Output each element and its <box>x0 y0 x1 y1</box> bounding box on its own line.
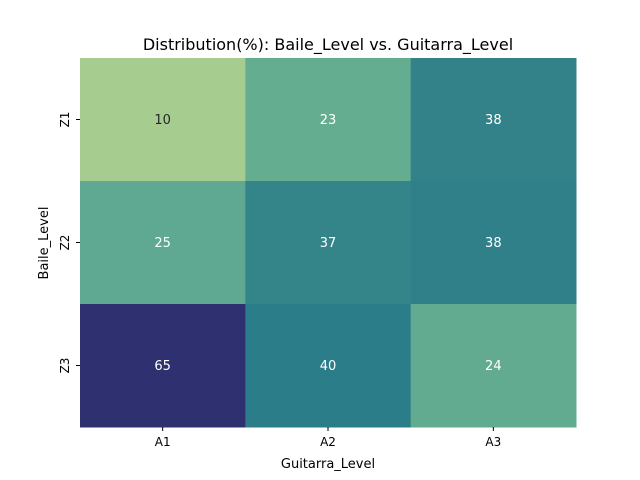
heatmap-cell-z2-a2 <box>245 181 412 305</box>
y-tick-label: Z2 <box>58 235 72 251</box>
cell-value-label: 38 <box>485 236 502 251</box>
x-axis: A1 A2 A3 <box>155 427 501 449</box>
heatmap-cells <box>80 58 577 428</box>
y-axis: Z1 Z2 Z3 <box>58 112 80 374</box>
heatmap-cell-z3-a2 <box>245 304 412 428</box>
heatmap-cell-z2-a3 <box>410 181 577 305</box>
heatmap-cell-z2-a1 <box>80 181 246 305</box>
cell-value-label: 25 <box>154 236 171 251</box>
y-axis-label: Baile_Level <box>37 207 52 280</box>
heatmap-cell-z3-a1 <box>80 304 246 428</box>
y-tick-label: Z3 <box>58 358 72 374</box>
heatmap-cell-z1-a2 <box>245 58 412 182</box>
cell-value-label: 10 <box>154 113 171 128</box>
x-tick-label: A3 <box>485 435 501 449</box>
x-tick-label: A2 <box>320 435 336 449</box>
heatmap-cell-z1-a1 <box>80 58 246 182</box>
x-tick-label: A1 <box>155 435 171 449</box>
cell-value-label: 37 <box>320 236 337 251</box>
cell-value-label: 24 <box>485 359 502 374</box>
heatmap-cell-z1-a3 <box>410 58 577 182</box>
chart-title: Distribution(%): Baile_Level vs. Guitarr… <box>143 35 513 55</box>
heatmap-cell-labels: 10 23 38 25 37 38 65 40 24 <box>154 113 501 374</box>
cell-value-label: 65 <box>154 359 171 374</box>
cell-value-label: 23 <box>320 113 337 128</box>
y-tick-label: Z1 <box>58 112 72 128</box>
x-axis-label: Guitarra_Level <box>281 457 375 472</box>
cell-value-label: 40 <box>320 359 337 374</box>
heatmap-cell-z3-a3 <box>410 304 577 428</box>
cell-value-label: 38 <box>485 113 502 128</box>
